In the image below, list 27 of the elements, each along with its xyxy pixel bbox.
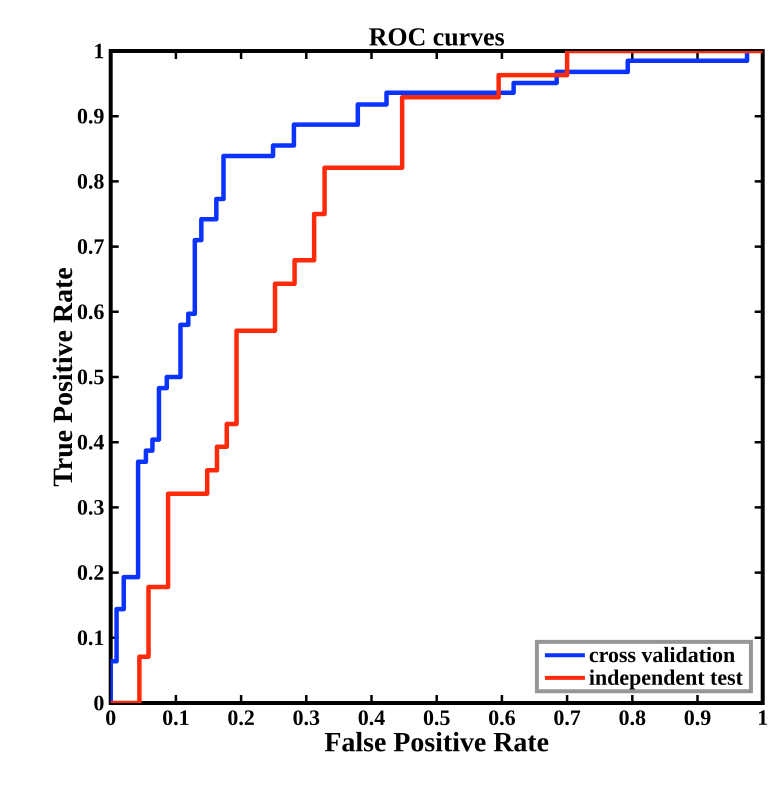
x-tick-label: 0.6 (489, 710, 515, 726)
x-tick-label: 0.5 (424, 710, 450, 726)
x-tick-label: 0.4 (358, 710, 385, 726)
x-tick-label: 0.8 (619, 710, 646, 726)
y-tick-label: 1 (95, 44, 104, 58)
x-tick-label: 0 (106, 710, 116, 726)
x-tick-label: 0.1 (163, 710, 188, 726)
y-tick-label: 0.1 (78, 630, 104, 646)
x-tick-label: 0.7 (554, 710, 580, 726)
legend-label: cross validation (590, 646, 735, 662)
x-axis-title: False Positive Rate (324, 732, 548, 752)
y-tick-label: 0.5 (78, 370, 104, 384)
y-tick-label: 0.8 (78, 174, 104, 189)
y-tick-label: 0.3 (78, 500, 104, 515)
y-tick-label: 0 (94, 696, 104, 710)
x-tick-label: 0.3 (293, 710, 320, 726)
y-tick-label: 0.6 (78, 304, 104, 320)
x-tick-label: 1 (758, 710, 768, 725)
chart-title: ROC curves (369, 28, 504, 46)
y-tick-label: 0.2 (78, 565, 104, 580)
y-tick-label: 0.7 (78, 239, 104, 254)
y-axis-title: True Positive Rate (52, 268, 72, 486)
x-tick-label: 0.9 (684, 710, 710, 726)
y-tick-label: 0.9 (78, 108, 104, 124)
y-tick-label: 0.4 (78, 434, 104, 450)
legend-label: independent test (589, 670, 743, 690)
x-tick-label: 0.2 (228, 710, 254, 726)
